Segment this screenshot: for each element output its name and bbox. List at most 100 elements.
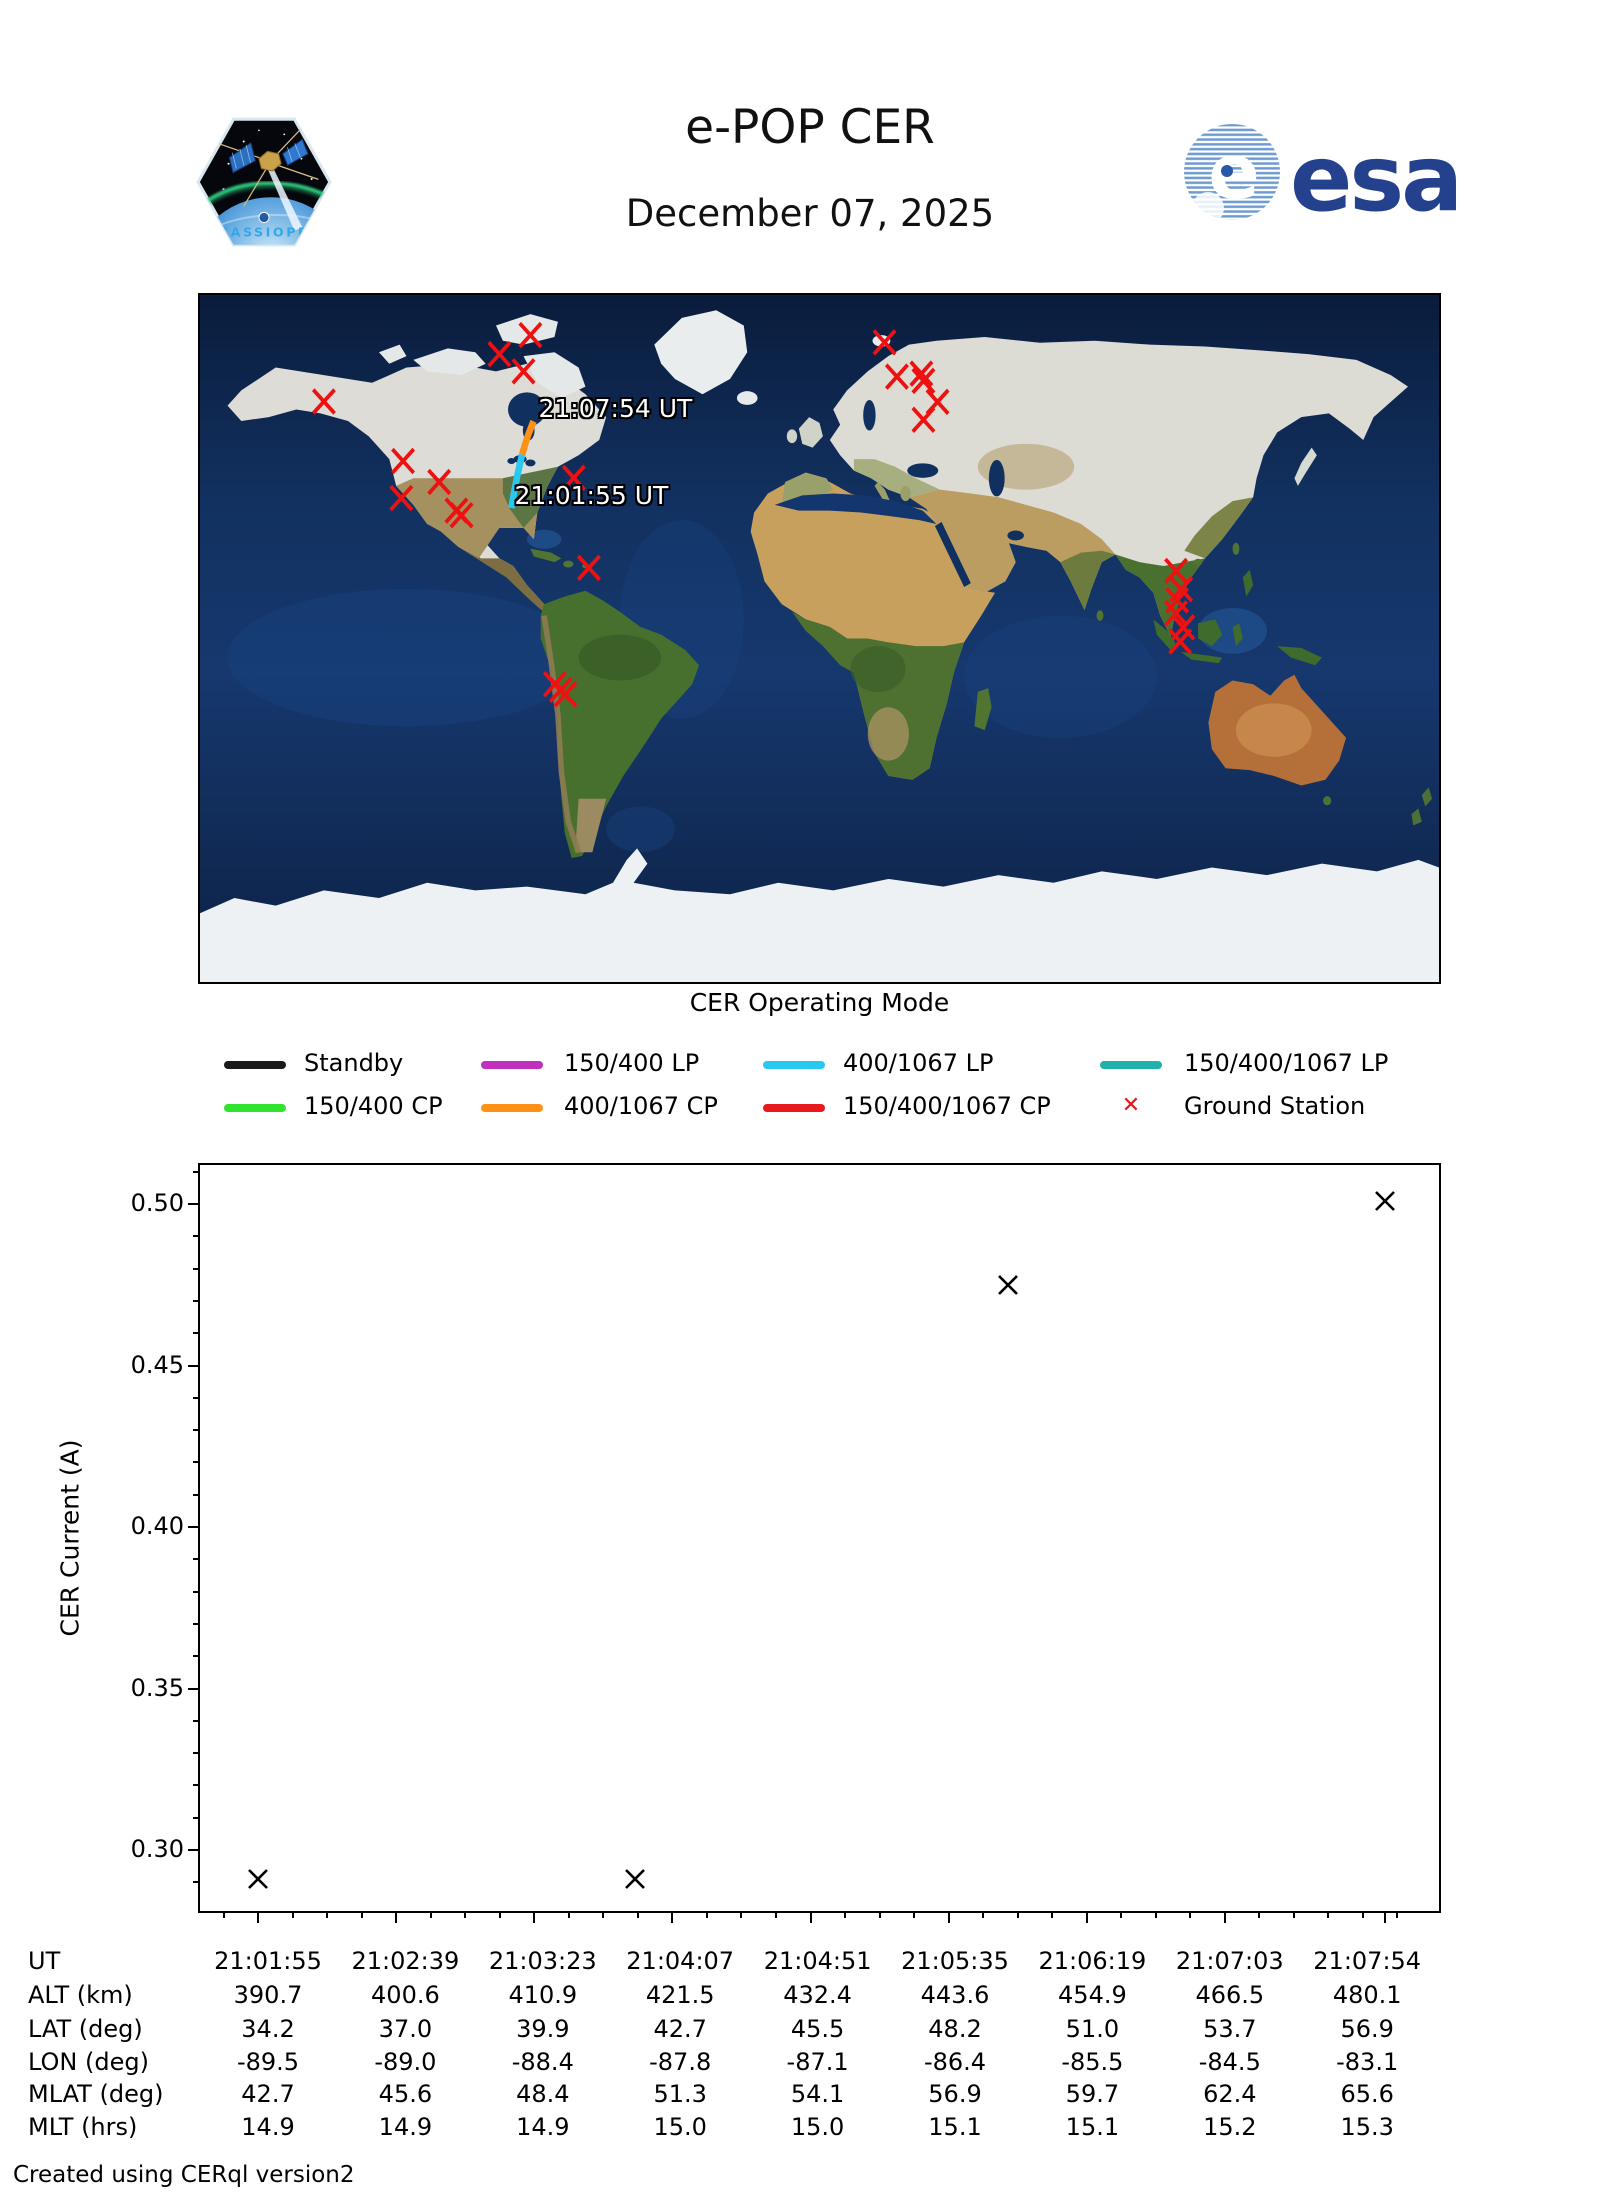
table-cell: 15.1 <box>928 2113 982 2141</box>
x-minor-tick <box>291 1911 294 1918</box>
track-cp-segment <box>519 419 537 456</box>
y-minor-tick <box>193 1784 200 1787</box>
x-minor-tick <box>602 1911 605 1918</box>
table-cell: 21:02:39 <box>351 1947 460 1975</box>
table-cell: -83.1 <box>1336 2048 1399 2076</box>
table-cell: 45.5 <box>790 2015 845 2043</box>
table-cell: -85.5 <box>1061 2048 1124 2076</box>
x-major-tick <box>809 1911 812 1923</box>
table-row-label: MLAT (deg) <box>28 2080 164 2108</box>
data-point-marker <box>1371 1187 1399 1215</box>
esa-logo-icon: e esa <box>1184 124 1463 232</box>
x-major-tick <box>947 1911 950 1923</box>
table-cell: -84.5 <box>1198 2048 1261 2076</box>
y-major-tick <box>188 1526 200 1529</box>
table-cell: 53.7 <box>1203 2015 1257 2043</box>
table-cell: 432.4 <box>783 1981 852 2009</box>
table-cell: 21:06:19 <box>1038 1947 1147 1975</box>
y-minor-tick <box>193 1655 200 1658</box>
table-cell: 37.0 <box>378 2015 433 2043</box>
table-row-label: ALT (km) <box>28 1981 133 2009</box>
y-minor-tick <box>193 1816 200 1819</box>
table-cell: 51.3 <box>653 2080 707 2108</box>
x-minor-tick <box>1292 1911 1295 1918</box>
table-cell: 21:04:51 <box>763 1947 872 1975</box>
table-cell: -87.1 <box>786 2048 849 2076</box>
y-minor-tick <box>193 1300 200 1303</box>
track-lp-segment <box>508 453 526 509</box>
table-cell: 48.2 <box>928 2015 982 2043</box>
table-cell: 15.2 <box>1203 2113 1257 2141</box>
x-major-tick <box>1383 1911 1386 1923</box>
page-date: December 07, 2025 <box>625 192 995 235</box>
table-cell: 15.3 <box>1340 2113 1394 2141</box>
table-cell: 62.4 <box>1203 2080 1257 2108</box>
table-cell: 54.1 <box>790 2080 845 2108</box>
table-cell: 15.1 <box>1065 2113 1120 2141</box>
table-cell: 21:07:54 <box>1313 1947 1422 1975</box>
table-cell: 42.7 <box>241 2080 295 2108</box>
ground-station-marker <box>518 321 543 349</box>
cassiope-patch-icon: CASSIOPE <box>196 117 332 247</box>
x-minor-tick <box>1051 1911 1054 1918</box>
y-minor-tick <box>193 1719 200 1722</box>
y-tick-label: 0.45 <box>130 1350 184 1379</box>
ground-station-marker <box>1164 557 1189 585</box>
table-cell: 410.9 <box>508 1981 578 2009</box>
cer-current-plot: 0.30 0.35 0.40 0.45 0.50 <box>131 1163 1441 1923</box>
y-minor-tick <box>193 1396 200 1399</box>
ground-station-marker <box>911 406 936 434</box>
x-minor-tick <box>705 1911 708 1918</box>
legend-label-150-400-lp: 150/400 LP <box>564 1049 700 1077</box>
y-minor-tick <box>193 1622 200 1625</box>
esa-logo: e esa <box>1178 118 1474 232</box>
x-minor-tick <box>1120 1911 1123 1918</box>
table-cell: -89.5 <box>236 2048 300 2076</box>
x-minor-tick <box>1189 1911 1192 1918</box>
y-tick-label: 0.40 <box>130 1512 184 1541</box>
x-major-tick <box>671 1911 674 1923</box>
x-minor-tick <box>775 1911 777 1918</box>
table-cell: 45.6 <box>378 2080 433 2108</box>
table-cell: 21:01:55 <box>214 1947 322 1975</box>
legend-label-150-400-1067-lp: 150/400/1067 LP <box>1184 1049 1389 1077</box>
table-cell: 480.1 <box>1332 1981 1402 2009</box>
ground-station-marker <box>391 447 416 475</box>
x-minor-tick <box>913 1911 916 1918</box>
data-point-marker <box>994 1271 1022 1299</box>
legend-label-standby: Standby <box>304 1049 404 1077</box>
ground-station-marker <box>311 388 336 415</box>
x-major-tick <box>1085 1911 1088 1923</box>
ground-station-marker <box>576 554 601 582</box>
ground-station-marker <box>427 468 452 496</box>
table-cell: 443.6 <box>920 1981 990 2009</box>
table-row-label: UT <box>28 1947 61 1975</box>
table-cell: 466.5 <box>1195 1981 1265 2009</box>
x-major-tick <box>257 1911 260 1923</box>
table-cell: 21:07:03 <box>1175 1947 1284 1975</box>
table-cell: 14.9 <box>516 2113 570 2141</box>
y-major-tick <box>188 1203 200 1206</box>
legend-swatch-150-400-1067-lp <box>1100 1061 1162 1069</box>
y-major-tick <box>188 1364 200 1367</box>
table-cell: 14.9 <box>241 2113 295 2141</box>
y-tick-label: 0.50 <box>130 1189 184 1218</box>
legend-swatch-standby <box>224 1061 286 1069</box>
x-minor-tick <box>1396 1911 1399 1918</box>
y-major-tick <box>188 1849 200 1852</box>
y-minor-tick <box>193 1429 200 1432</box>
world-map-svg <box>200 295 1439 982</box>
table-cell: 48.4 <box>516 2080 570 2108</box>
legend-label-400-1067-cp: 400/1067 CP <box>564 1092 718 1120</box>
x-minor-tick <box>1154 1911 1157 1918</box>
x-minor-tick <box>464 1911 467 1918</box>
y-tick-label: 0.35 <box>130 1673 184 1702</box>
page-title: e-POP CER <box>685 100 935 155</box>
legend-label-150-400-1067-cp: 150/400/1067 CP <box>843 1092 1051 1120</box>
track-start-time-label: 21:01:55 UT <box>514 480 669 510</box>
table-cell: -87.8 <box>649 2048 712 2076</box>
y-minor-tick <box>193 1461 200 1464</box>
table-cell: 51.0 <box>1065 2015 1120 2043</box>
x-minor-tick <box>636 1911 639 1918</box>
